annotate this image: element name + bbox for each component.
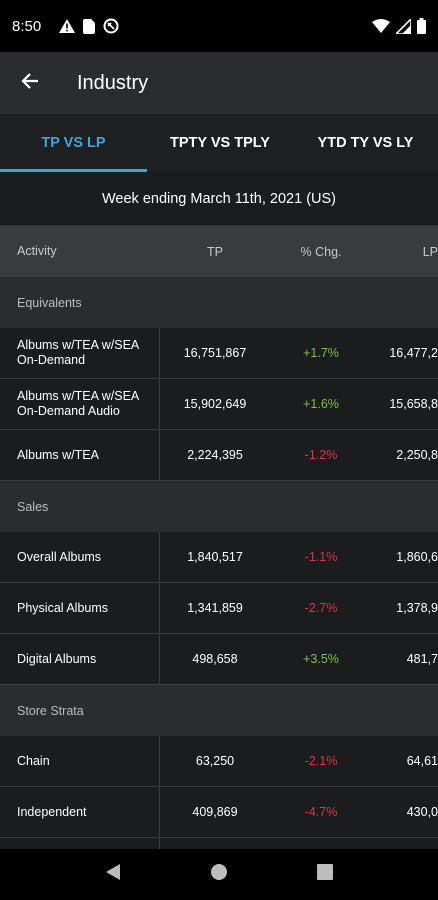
row-chg: -1.2% [304, 448, 338, 462]
tab-tpty-vs-tply[interactable]: TPTY VS TPLY [170, 135, 270, 151]
back-button[interactable] [0, 52, 60, 114]
row-tp: 498,658 [192, 652, 238, 666]
row-activity: Albums w/TEA [0, 430, 160, 480]
table-row[interactable]: Chain 63,250 -2.1% 64,61 [0, 736, 438, 787]
circle-home-icon [210, 863, 228, 886]
row-activity: Digital Albums [0, 634, 160, 684]
table-row-partial[interactable] [0, 838, 438, 849]
tab-tp-vs-lp[interactable]: TP VS LP [0, 114, 147, 172]
table-row[interactable]: Albums w/TEA 2,224,395 -1.2% 2,250,8 [0, 430, 438, 481]
square-recents-icon [317, 864, 333, 885]
table-row[interactable]: Digital Albums 498,658 +3.5% 481,7 [0, 634, 438, 685]
row-chg: +1.6% [303, 397, 339, 411]
row-chg: -2.1% [304, 754, 338, 768]
row-lp: 1,378,9 [396, 601, 438, 615]
row-tp: 1,840,517 [187, 550, 243, 564]
tab-bar: TP VS LP TPTY VS TPLY YTD TY VS LY [0, 114, 438, 172]
row-chg: -2.7% [304, 601, 338, 615]
row-tp: 409,869 [192, 805, 238, 819]
row-tp: 15,902,649 [183, 397, 247, 411]
row-activity: Overall Albums [0, 532, 160, 582]
column-header-chg: % Chg. [300, 244, 342, 259]
nav-back-button[interactable] [93, 855, 133, 895]
app-bar: Industry [0, 52, 438, 114]
row-lp: 15,658,8 [389, 397, 438, 411]
table-row[interactable]: Overall Albums 1,840,517 -1.1% 1,860,6 [0, 532, 438, 583]
row-activity: Albums w/TEA w/SEA On-Demand Audio [0, 379, 160, 429]
row-lp: 16,477,2 [389, 346, 438, 360]
column-header-lp: LP [422, 244, 438, 259]
row-lp: 481,7 [406, 652, 438, 666]
battery-icon [417, 18, 426, 34]
table-row[interactable]: Independent 409,869 -4.7% 430,0 [0, 787, 438, 838]
row-activity: Physical Albums [0, 583, 160, 633]
row-chg: +3.5% [303, 652, 339, 666]
table-row[interactable]: Albums w/TEA w/SEA On-Demand Audio 15,90… [0, 379, 438, 430]
triangle-back-icon [105, 863, 121, 886]
data-table[interactable]: Activity TP % Chg. LP Equivalents Albums… [0, 226, 438, 849]
section-header: Equivalents [0, 277, 438, 328]
status-time: 8:50 [12, 17, 42, 35]
row-lp: 64,61 [406, 754, 438, 768]
tab-ytd-ty-vs-ly[interactable]: YTD TY VS LY [317, 135, 414, 151]
page-title: Industry [77, 71, 149, 94]
arrow-left-icon [21, 72, 39, 95]
section-header: Sales [0, 481, 438, 532]
row-activity: Albums w/TEA w/SEA On-Demand [0, 328, 160, 378]
row-lp: 430,0 [406, 805, 438, 819]
column-header-activity: Activity [17, 244, 57, 258]
column-header-tp: TP [207, 244, 223, 259]
row-chg: +1.7% [303, 346, 339, 360]
table-row[interactable]: Physical Albums 1,341,859 -2.7% 1,378,9 [0, 583, 438, 634]
nav-recents-button[interactable] [305, 855, 345, 895]
status-bar: 8:50 [0, 0, 438, 52]
table-header-row: Activity TP % Chg. LP [0, 226, 438, 277]
row-tp: 63,250 [195, 754, 235, 768]
sim-card-icon [83, 18, 96, 34]
nav-home-button[interactable] [199, 855, 239, 895]
row-lp: 1,860,6 [396, 550, 438, 564]
row-activity [0, 838, 160, 849]
row-activity: Independent [0, 787, 160, 837]
section-header: Store Strata [0, 685, 438, 736]
data-saver-icon [103, 18, 119, 34]
row-chg: -1.1% [304, 550, 338, 564]
row-lp: 2,250,8 [396, 448, 438, 462]
row-tp: 1,341,859 [187, 601, 243, 615]
system-nav-bar [0, 849, 438, 900]
row-activity: Chain [0, 736, 160, 786]
row-tp: 2,224,395 [187, 448, 243, 462]
row-tp: 16,751,867 [183, 346, 247, 360]
table-row[interactable]: Albums w/TEA w/SEA On-Demand 16,751,867 … [0, 328, 438, 379]
wifi-icon [372, 19, 390, 33]
warning-icon [59, 19, 76, 33]
row-chg: -4.7% [304, 805, 338, 819]
week-ending-label: Week ending March 11th, 2021 (US) [0, 172, 438, 226]
cell-signal-icon [396, 18, 411, 34]
